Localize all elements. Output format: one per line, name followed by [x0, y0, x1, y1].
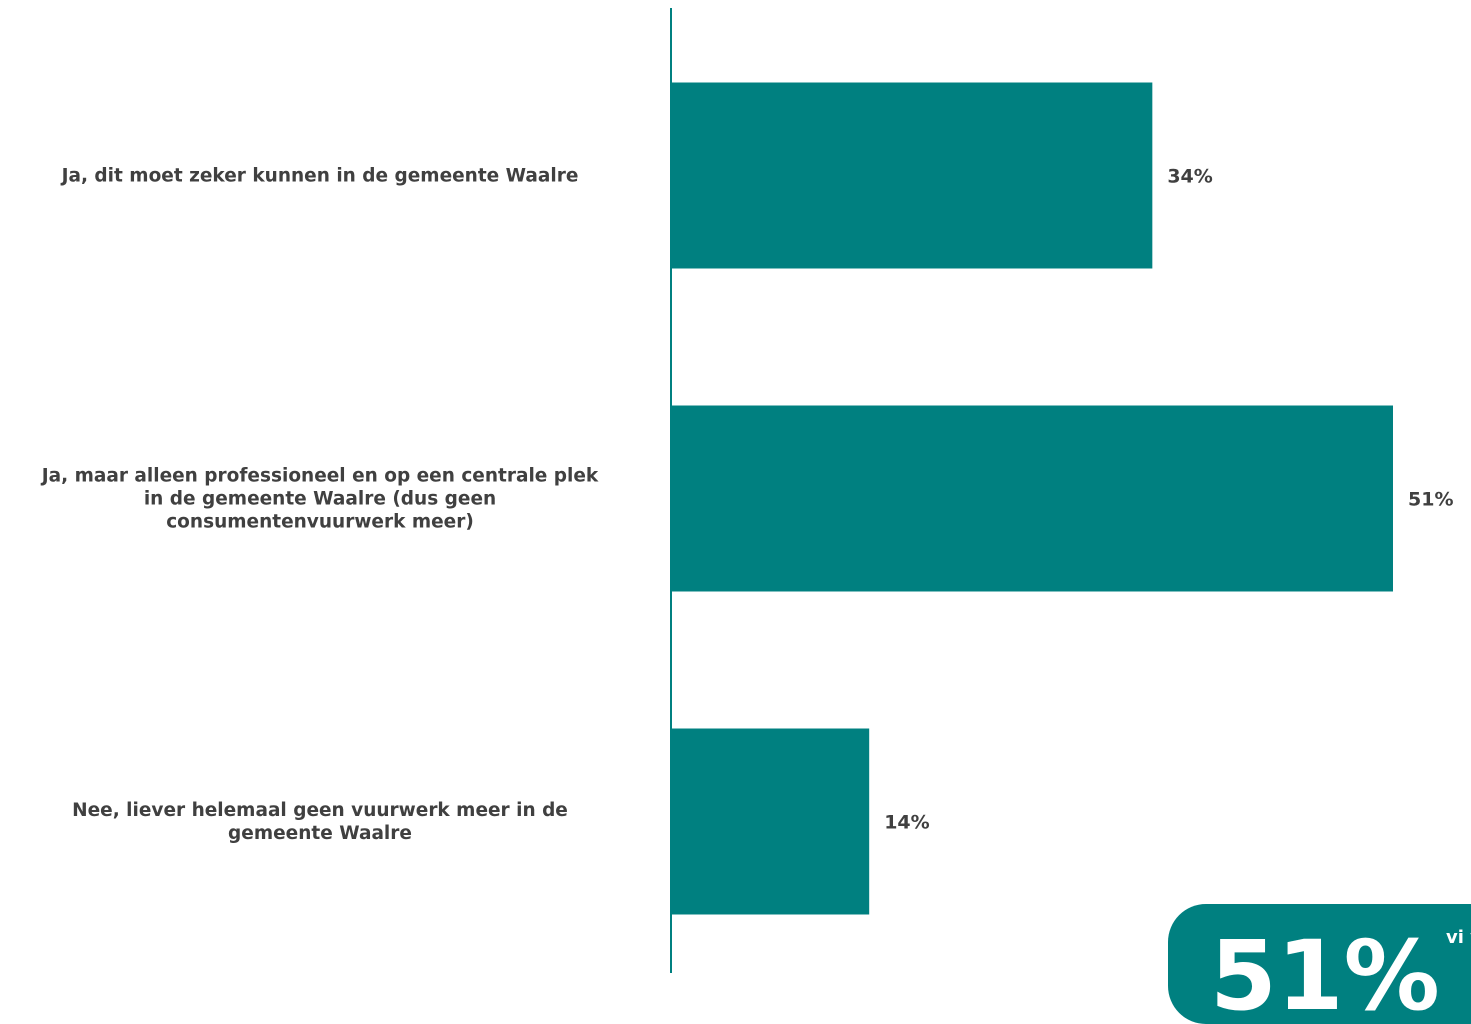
bar-2: [672, 405, 1393, 592]
category-label-3: Nee, liever helemaal geen vuurwerk meer …: [0, 799, 650, 845]
bar-1: [672, 82, 1153, 269]
callout-value: 51%: [1210, 920, 1440, 1024]
category-label-1: Ja, dit moet zeker kunnen in de gemeente…: [0, 164, 650, 187]
category-label-line: in de gemeente Waalre (dus geen: [143, 488, 497, 509]
callout-text: vi v: [1446, 927, 1471, 948]
value-label-1: 34%: [1167, 166, 1212, 188]
bar-chart: 34% 51% 14%: [670, 8, 1453, 973]
bar-3: [672, 728, 870, 915]
category-label-line: Ja, maar alleen professioneel en op een …: [41, 465, 599, 486]
category-label-line: gemeente Waalre: [228, 822, 412, 844]
category-label-line: Nee, liever helemaal geen vuurwerk meer …: [72, 799, 568, 821]
category-label-line: consumentenvuurwerk meer): [166, 511, 474, 532]
value-label-2: 51%: [1408, 489, 1453, 511]
highlight-callout: 51% vi v: [1168, 904, 1471, 1024]
value-label-3: 14%: [884, 812, 929, 834]
category-label-2: Ja, maar alleen professioneel en op een …: [0, 464, 650, 533]
category-label-line: Ja, dit moet zeker kunnen in de gemeente…: [61, 165, 579, 186]
